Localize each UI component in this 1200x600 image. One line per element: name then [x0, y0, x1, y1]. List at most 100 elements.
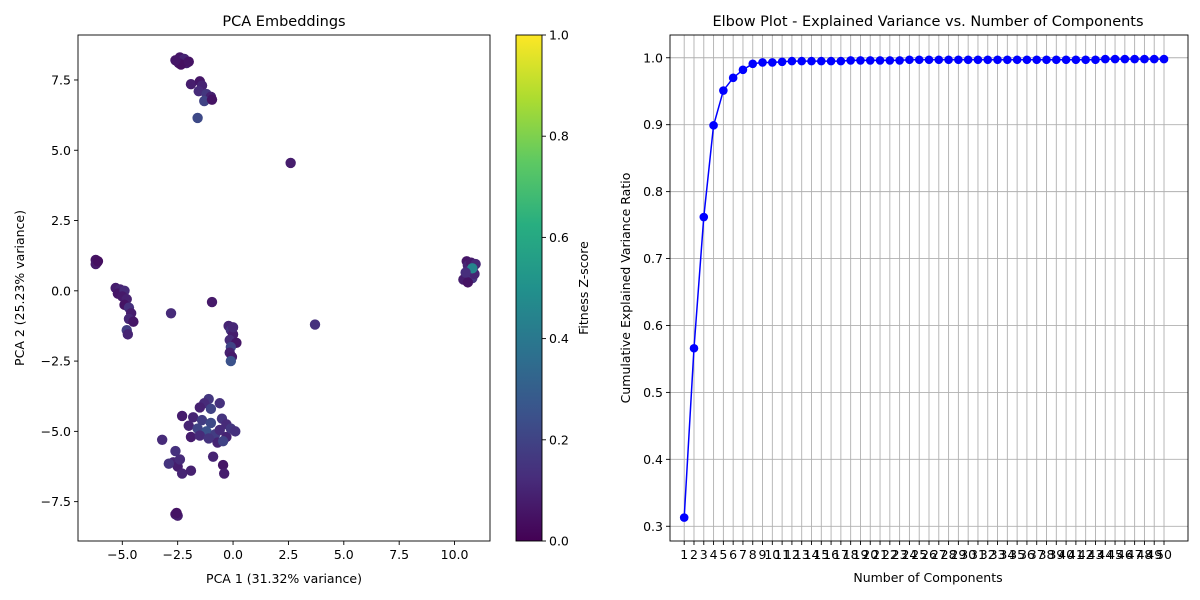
colorbar-gradient — [516, 35, 542, 541]
elbow-x-tick-label: 40 — [1058, 547, 1074, 562]
elbow-x-tick-label: 18 — [843, 547, 859, 562]
pca-point — [128, 316, 139, 327]
elbow-point — [1042, 55, 1051, 65]
pca-point — [170, 445, 181, 457]
elbow-point — [797, 56, 807, 66]
pca-point — [225, 355, 237, 367]
pca-point — [207, 451, 219, 462]
elbow-plot-frame — [669, 34, 1189, 542]
elbow-point — [1091, 55, 1100, 65]
elbow-point — [944, 55, 953, 65]
pca-point — [122, 329, 134, 340]
elbow-point — [1071, 55, 1081, 65]
colorbar: 0.0 0.2 0.4 0.6 0.8 1.0 Fitness Z-score — [515, 28, 591, 549]
elbow-y-tick-label: 0.9 — [643, 117, 663, 132]
elbow-point — [777, 57, 787, 67]
elbow-point — [699, 212, 709, 222]
elbow-point — [1061, 55, 1071, 65]
elbow-y-tick-label: 0.4 — [643, 452, 663, 467]
elbow-x-tick-label: 26 — [921, 547, 937, 562]
elbow-x-tick-label: 8 — [749, 547, 757, 562]
elbow-y-tick-label: 0.8 — [643, 184, 663, 199]
elbow-chart-title: Elbow Plot - Explained Variance vs. Numb… — [712, 14, 1143, 30]
elbow-point — [875, 56, 885, 65]
elbow-point — [1100, 54, 1110, 64]
pca-y-tick-label: 7.5 — [51, 72, 71, 87]
elbow-point — [885, 56, 895, 65]
pca-point — [185, 465, 197, 476]
pca-point — [185, 431, 197, 443]
pca-point — [205, 417, 217, 429]
elbow-x-tick-label: 27 — [931, 547, 947, 562]
elbow-point — [787, 56, 797, 66]
pca-y-axis-label: PCA 2 (25.23% variance) — [12, 210, 27, 366]
elbow-x-tick-label: 29 — [950, 547, 966, 562]
pca-y-tick-label: 2.5 — [51, 213, 71, 228]
elbow-x-tick-label: 23 — [892, 547, 908, 562]
elbow-x-tick-label: 10 — [764, 547, 780, 562]
elbow-x-tick-label: 13 — [794, 547, 810, 562]
elbow-y-axis-label: Cumulative Explained Variance Ratio — [618, 173, 633, 404]
pca-point — [199, 95, 210, 107]
pca-point — [214, 424, 225, 436]
elbow-x-tick-label: 47 — [1127, 547, 1143, 562]
elbow-x-tick-label: 9 — [759, 547, 767, 562]
colorbar-tick-label: 0.4 — [549, 331, 569, 346]
elbow-x-tick-label: 49 — [1146, 547, 1162, 562]
pca-point — [165, 308, 177, 319]
elbow-point — [1051, 55, 1061, 65]
pca-point — [196, 414, 208, 426]
pca-x-tick-label: −2.5 — [162, 547, 192, 562]
elbow-point — [1120, 54, 1130, 64]
pca-y-tick-label: 5.0 — [51, 143, 71, 158]
colorbar-tick-label: 0.0 — [549, 534, 569, 549]
elbow-x-tick-label: 45 — [1107, 547, 1123, 562]
pca-y-tick-label: −2.5 — [41, 354, 71, 369]
pca-point — [176, 410, 188, 422]
pca-point — [194, 430, 206, 441]
elbow-x-tick-label: 34 — [999, 547, 1015, 562]
elbow-x-tick-label: 7 — [739, 547, 747, 562]
pca-y-tick-label: −5.0 — [41, 424, 71, 439]
elbow-x-tick-label: 50 — [1156, 547, 1172, 562]
pca-x-tick-label: 0.0 — [223, 547, 243, 562]
elbow-x-tick-label: 46 — [1117, 547, 1133, 562]
elbow-point — [924, 55, 934, 65]
elbow-x-tick-label: 21 — [872, 547, 888, 562]
elbow-point — [758, 58, 767, 67]
pca-point — [227, 322, 239, 333]
colorbar-tick-label: 0.8 — [549, 129, 569, 144]
pca-x-tick-label: 2.5 — [278, 547, 298, 562]
elbow-x-tick-label: 16 — [823, 547, 839, 562]
elbow-point — [954, 55, 963, 65]
elbow-x-tick-label: 6 — [729, 547, 737, 562]
elbow-point — [1012, 55, 1022, 65]
pca-point — [171, 507, 182, 519]
elbow-x-tick-label: 43 — [1088, 547, 1104, 562]
pca-y-tick-label: −7.5 — [41, 494, 71, 509]
elbow-point — [826, 56, 836, 66]
elbow-point — [689, 343, 699, 353]
elbow-grid — [670, 35, 1188, 541]
elbow-x-tick-label: 14 — [804, 547, 820, 562]
pca-point — [203, 433, 214, 444]
elbow-x-tick-label: 5 — [719, 547, 727, 562]
elbow-x-tick-label: 2 — [690, 547, 698, 562]
elbow-line-chart: Elbow Plot - Explained Variance vs. Numb… — [618, 14, 1189, 585]
elbow-axis-ticks: 1 2 3 4 5 6 7 8 91011121314151617181920212223242… — [643, 50, 1172, 562]
pca-axis-ticks: −5.0 −2.5 0.0 2.5 5.0 7.5 10.0 −7.5 −5.0 −2.5 0.0 2… — [41, 72, 469, 562]
pca-points — [90, 52, 481, 521]
pca-point — [194, 402, 206, 413]
elbow-point — [1140, 54, 1149, 64]
elbow-point — [934, 55, 944, 65]
pca-point — [462, 277, 474, 288]
pca-x-tick-label: 10.0 — [441, 547, 469, 562]
pca-point — [187, 412, 199, 423]
elbow-x-tick-label: 48 — [1136, 547, 1152, 562]
pca-point — [217, 436, 229, 447]
elbow-x-tick-label: 28 — [941, 547, 957, 562]
elbow-point — [738, 65, 748, 75]
elbow-point — [1159, 54, 1169, 64]
elbow-point — [914, 55, 924, 65]
